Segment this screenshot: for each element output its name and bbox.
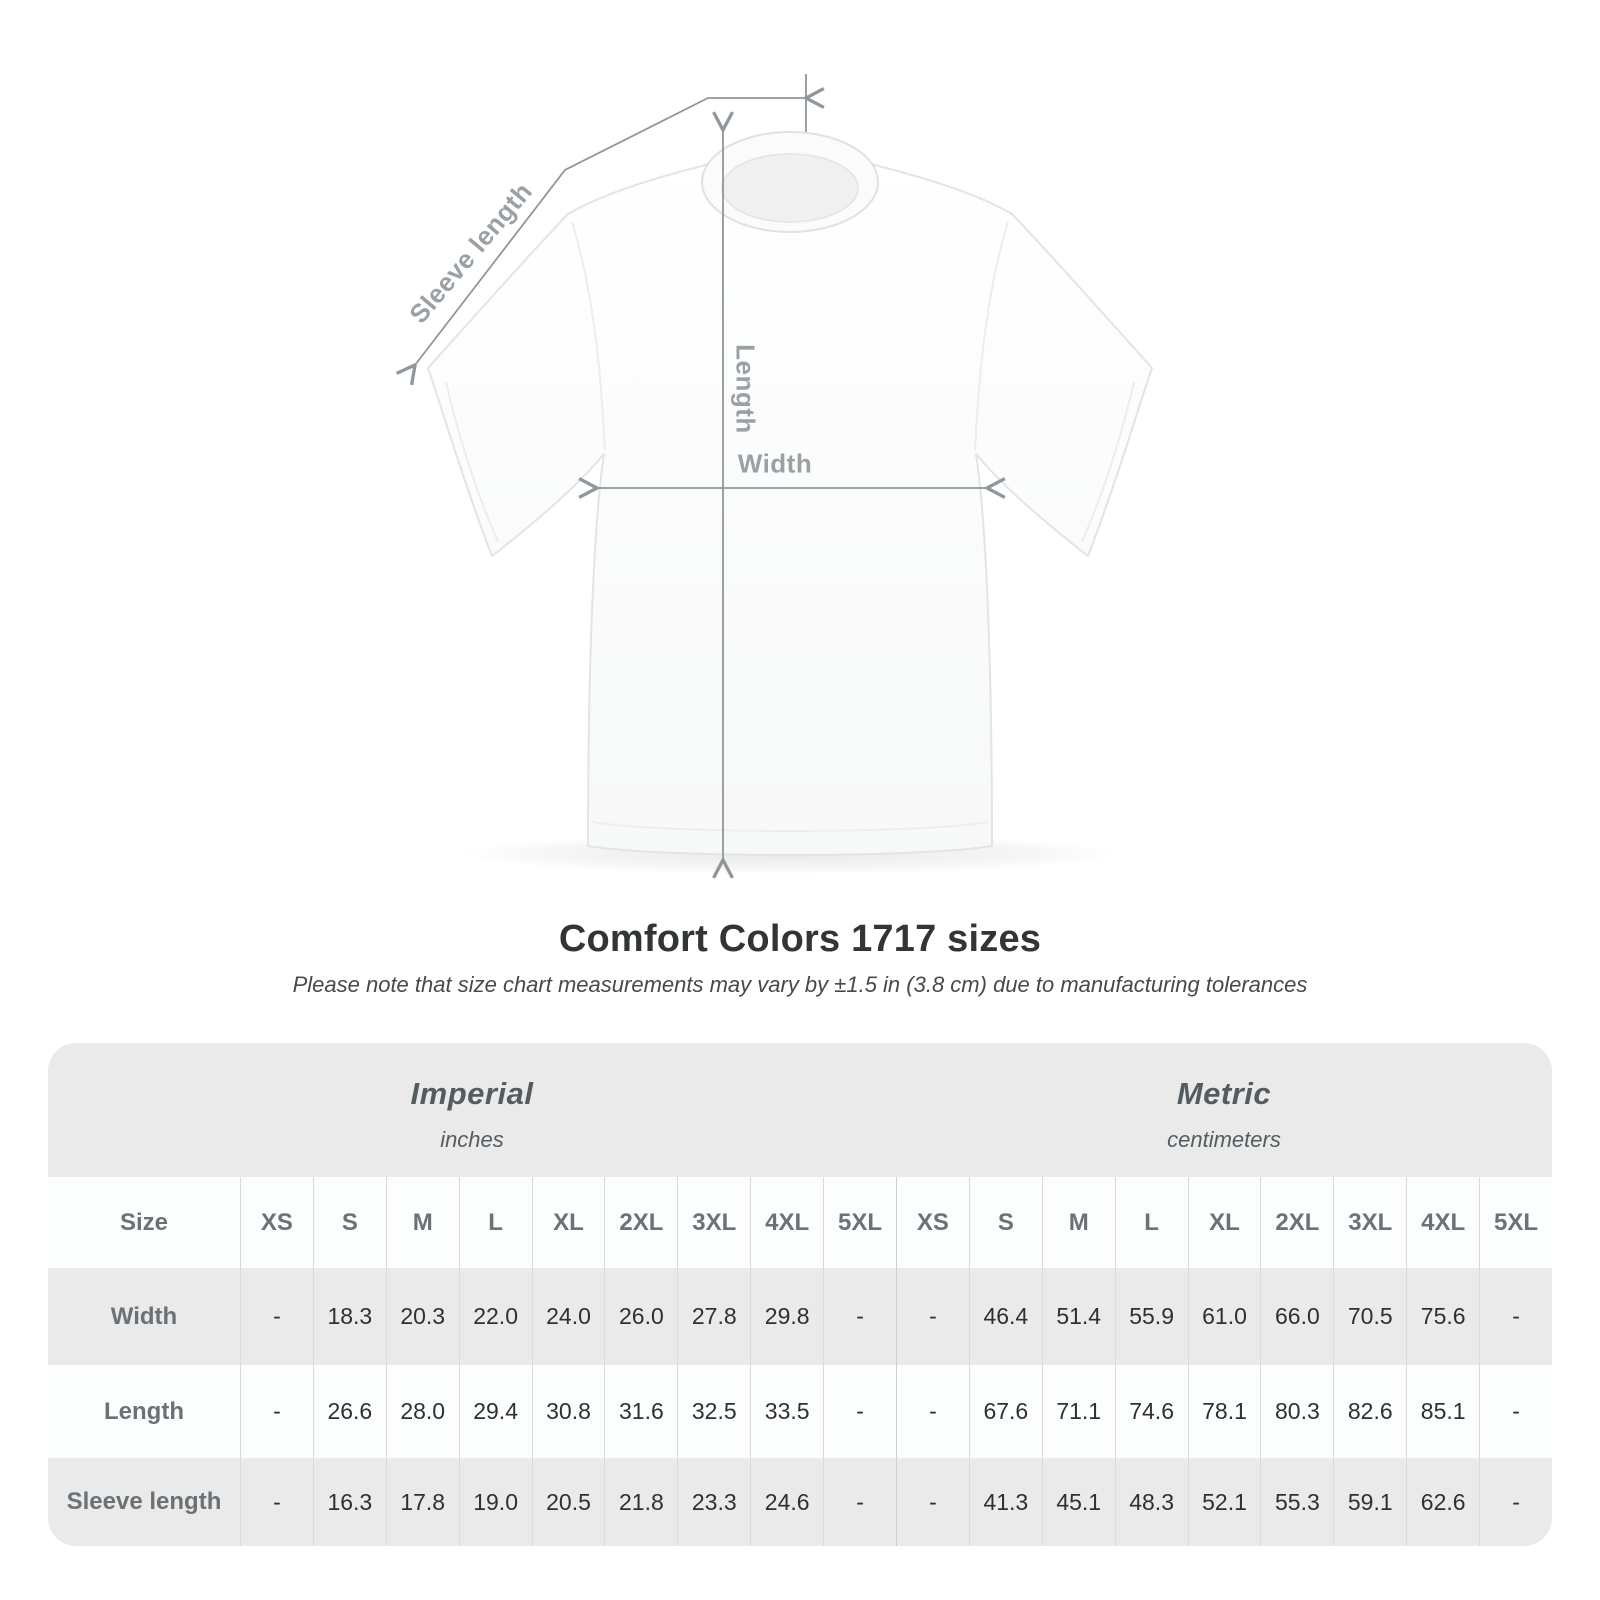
value-cell: - (823, 1458, 896, 1546)
value-cell: 32.5 (677, 1365, 751, 1458)
value-cell: 22.0 (458, 1268, 532, 1365)
value-cell: 82.6 (1333, 1365, 1407, 1458)
right-armhole-seam (974, 221, 1009, 451)
col-header: S (968, 1177, 1042, 1268)
right-cuff-seam (1081, 381, 1135, 543)
col-header: XL (531, 1177, 605, 1268)
imperial-group-unit: inches (440, 1127, 504, 1152)
value-cell: 52.1 (1187, 1458, 1261, 1546)
page-subtitle: Please note that size chart measurements… (292, 972, 1308, 997)
value-cell: - (1479, 1365, 1552, 1458)
metric-group-unit: centimeters (1167, 1127, 1281, 1152)
value-cell: 55.3 (1260, 1458, 1333, 1546)
value-cell: 24.6 (750, 1458, 823, 1546)
hem-seam (591, 821, 989, 832)
value-cell: 33.5 (750, 1365, 824, 1458)
value-cell: 28.0 (385, 1365, 459, 1458)
value-cell: - (1479, 1268, 1552, 1365)
value-cell: 30.8 (531, 1365, 605, 1458)
tshirt-graphic (395, 74, 1153, 879)
row-header: Sleeve length (66, 1488, 222, 1515)
value-cell: 80.3 (1260, 1365, 1334, 1458)
value-cell: - (895, 1458, 969, 1546)
col-header: XL (1187, 1177, 1261, 1268)
size-corner-header: Size (48, 1177, 240, 1268)
value-cell: - (240, 1268, 313, 1365)
col-header: 2XL (1260, 1177, 1334, 1268)
value-cell: 71.1 (1041, 1365, 1115, 1458)
row-header: Length (48, 1365, 240, 1458)
col-header: XS (895, 1177, 969, 1268)
value-cell: 70.5 (1333, 1268, 1406, 1365)
value-cell: 59.1 (1333, 1458, 1406, 1546)
col-header: 5XL (1479, 1177, 1552, 1268)
value-cell: 26.6 (312, 1365, 386, 1458)
metric-group-header: Metric centimeters (896, 1043, 1552, 1177)
col-header: L (1114, 1177, 1188, 1268)
value-cell: - (823, 1268, 896, 1365)
col-header: 3XL (1333, 1177, 1407, 1268)
value-cell: 29.4 (458, 1365, 532, 1458)
col-header: 2XL (604, 1177, 678, 1268)
value-cell: 51.4 (1041, 1268, 1115, 1365)
imperial-group-header: Imperial inches (48, 1043, 896, 1177)
value-cell: 55.9 (1114, 1268, 1188, 1365)
width-label: Width (737, 448, 813, 479)
col-header: M (385, 1177, 459, 1268)
col-header: 3XL (677, 1177, 751, 1268)
value-cell: 61.0 (1187, 1268, 1261, 1365)
value-cell: 31.6 (604, 1365, 678, 1458)
col-header: S (312, 1177, 386, 1268)
tshirt-measurement-diagram: Sleeve length Length Width (395, 74, 1153, 879)
value-cell: 67.6 (968, 1365, 1042, 1458)
col-header: XS (240, 1177, 313, 1268)
value-cell: 21.8 (604, 1458, 677, 1546)
value-cell: 48.3 (1114, 1458, 1188, 1546)
value-cell: 75.6 (1406, 1268, 1479, 1365)
left-cuff-seam (445, 381, 499, 543)
value-cell: 66.0 (1260, 1268, 1333, 1365)
col-header: 5XL (823, 1177, 896, 1268)
value-cell: 18.3 (312, 1268, 386, 1365)
imperial-group-label: Imperial (410, 1076, 534, 1111)
value-cell: 23.3 (677, 1458, 750, 1546)
value-cell: 29.8 (750, 1268, 823, 1365)
value-cell: - (823, 1365, 896, 1458)
value-cell: 45.1 (1041, 1458, 1115, 1546)
value-cell: - (240, 1458, 313, 1546)
value-cell: 78.1 (1187, 1365, 1261, 1458)
length-label: Length (730, 344, 761, 434)
value-cell: - (895, 1268, 969, 1365)
value-cell: 17.8 (385, 1458, 459, 1546)
col-header: 4XL (1406, 1177, 1480, 1268)
metric-group-label: Metric (1176, 1076, 1272, 1111)
value-cell: 20.5 (531, 1458, 605, 1546)
value-cell: 24.0 (531, 1268, 605, 1365)
col-header: M (1041, 1177, 1115, 1268)
value-cell: 26.0 (604, 1268, 677, 1365)
value-cell: - (895, 1365, 969, 1458)
value-cell: 27.8 (677, 1268, 750, 1365)
value-cell: 16.3 (312, 1458, 386, 1546)
col-header: L (458, 1177, 532, 1268)
value-cell: 19.0 (458, 1458, 532, 1546)
value-cell: - (1479, 1458, 1552, 1546)
shirt-body (427, 146, 1153, 856)
sleeve-length-measure-line (395, 87, 825, 386)
value-cell: 41.3 (968, 1458, 1042, 1546)
page-title: Comfort Colors 1717 sizes (558, 918, 1042, 960)
value-cell: - (240, 1365, 313, 1458)
size-table: Imperial inches Metric centimeters Size … (48, 1043, 1552, 1546)
value-cell: 85.1 (1406, 1365, 1480, 1458)
value-cell: 62.6 (1406, 1458, 1479, 1546)
value-cell: 20.3 (385, 1268, 459, 1365)
value-cell: 74.6 (1114, 1365, 1188, 1458)
row-header: Width (110, 1302, 178, 1330)
collar-opening (721, 153, 859, 223)
col-header: 4XL (750, 1177, 824, 1268)
value-cell: 46.4 (968, 1268, 1042, 1365)
